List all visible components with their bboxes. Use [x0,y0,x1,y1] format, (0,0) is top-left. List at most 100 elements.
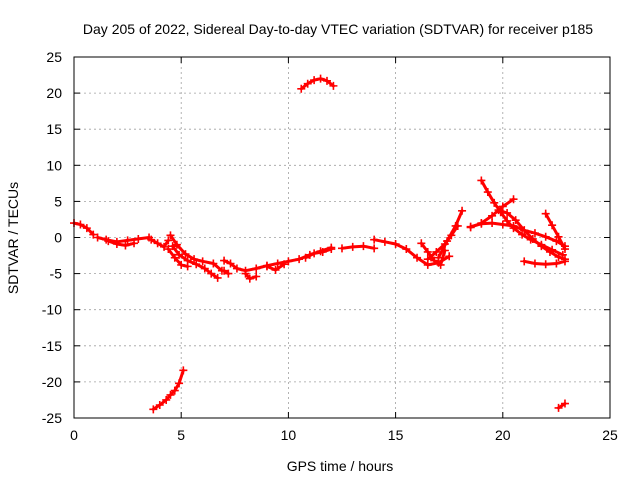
data-point [348,242,357,251]
data-point [423,255,432,264]
x-tick-label: 10 [281,427,297,443]
data-point [303,79,312,88]
data-point [295,255,304,264]
series-line [106,239,136,247]
data-point [224,269,233,278]
data-point [560,399,569,408]
data-point [327,245,336,254]
data-point [220,256,229,265]
data-point [252,264,261,273]
data-point [175,250,184,259]
series-track-11 [262,260,289,274]
data-point [310,76,319,85]
data-point [284,257,293,266]
data-point [318,247,327,256]
data-point [123,236,132,245]
data-point [402,245,411,254]
data-point [245,274,254,283]
data-point [316,74,325,83]
data-point [297,84,306,93]
data-point [440,239,449,248]
data-point [380,237,389,246]
series-track-26 [554,399,569,412]
y-tick-label: -15 [42,338,62,354]
data-point [164,236,173,245]
series-track-17 [423,221,462,264]
data-point [370,235,379,244]
data-point [413,253,422,262]
series-line [544,212,567,251]
data-point [417,239,426,248]
series-line [469,221,567,248]
data-point [164,245,173,254]
data-point [541,209,550,218]
x-tick-labels: 0 5 10 15 20 25 [70,427,618,443]
series-track-24 [297,74,338,93]
data-point [220,266,229,275]
data-point [179,366,188,375]
data-point [552,259,561,268]
data-point [166,390,175,399]
series-track-15 [417,239,449,269]
data-point [554,232,563,241]
data-point [509,224,518,233]
data-point [554,403,563,412]
data-point [453,221,462,230]
data-point [226,259,235,268]
x-tick-label: 25 [602,427,618,443]
data-point [271,265,280,274]
data-point [130,239,139,248]
data-point [509,195,518,204]
data-point [322,76,331,85]
data-point [104,237,113,246]
data-point [170,253,179,262]
y-tick-labels: -25 -20 -15 -10 -5 0 5 10 15 20 25 [42,49,62,426]
data-point [541,260,550,269]
series-line [304,247,333,260]
data-point [183,262,192,271]
data-point [541,232,550,241]
data-point [458,206,467,215]
series-track-23 [520,257,569,269]
data-point [162,395,171,404]
series-track-3 [104,237,139,250]
series-track-9 [241,269,261,283]
data-point [430,256,439,265]
data-point [338,244,346,253]
x-axis-label: GPS time / hours [287,458,394,474]
data-point [488,211,497,220]
data-point [436,260,445,269]
data-point [153,239,162,248]
series-track-6 [168,242,222,282]
data-point [520,257,529,266]
y-tick-label: 10 [46,157,62,173]
data-point [545,247,554,256]
data-point [192,260,201,269]
data-series [70,74,569,414]
data-point [494,206,503,215]
series-track-22 [541,209,569,254]
data-point [554,252,563,261]
data-point [168,242,177,251]
data-point [207,269,216,278]
data-point [252,272,261,281]
y-tick-label: -10 [42,302,62,318]
y-tick-label: -25 [42,410,62,426]
series-line [340,244,376,250]
data-point [172,240,181,249]
data-point [528,234,537,243]
series-track-10 [220,266,233,278]
data-point [552,237,561,246]
data-point [82,224,91,233]
data-point [498,220,507,229]
series-track-21 [494,206,569,264]
data-point [149,405,158,414]
data-point [166,231,175,240]
data-point [160,242,169,251]
y-axis-label: SDTVAR / TECUs [5,182,21,294]
data-point [175,379,184,388]
series-track-7 [164,245,192,271]
series-track-5 [166,231,226,275]
